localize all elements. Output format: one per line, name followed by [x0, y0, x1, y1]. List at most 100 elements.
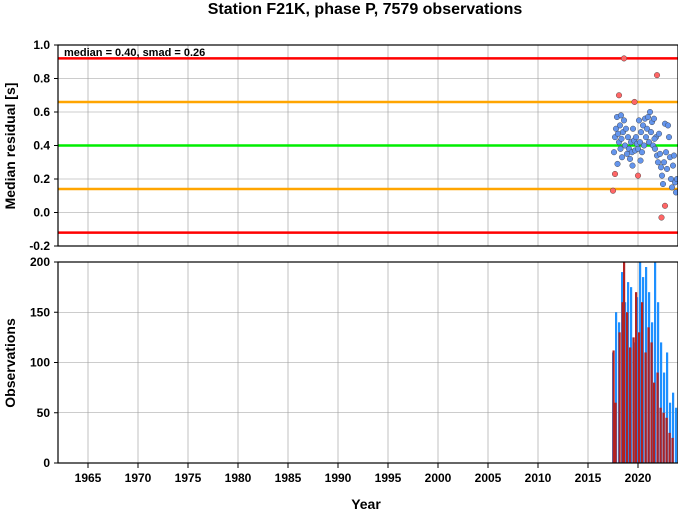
- observations-y-tick-label: 100: [30, 356, 50, 370]
- residual-point: [610, 187, 617, 194]
- residual-point: [648, 129, 655, 136]
- observation-bar: [671, 437, 674, 463]
- year-tick-label: 2005: [475, 471, 502, 485]
- observation-bar: [632, 337, 635, 463]
- observation-bar: [675, 407, 678, 463]
- observation-bar: [612, 350, 615, 463]
- residual-point: [633, 134, 640, 141]
- residual-point: [617, 145, 624, 152]
- observation-bar: [672, 392, 675, 463]
- residual-y-tick-label: 0.2: [33, 172, 50, 186]
- year-tick-label: 1975: [175, 471, 202, 485]
- observations-y-ticks: 0 50 100 150 200: [30, 255, 58, 470]
- residual-point: [673, 189, 678, 196]
- residual-y-tick-label: 0.0: [33, 206, 50, 220]
- year-tick-label: 1990: [325, 471, 352, 485]
- residual-point: [658, 164, 665, 171]
- observation-bar: [621, 302, 624, 463]
- residual-point: [611, 149, 618, 156]
- residual-point: [618, 135, 625, 142]
- residual-y-tick-label: 1.0: [33, 38, 50, 52]
- observations-panel: 0 50 100 150 200 1965 1970 1975 1980 1985 1990 199…: [2, 255, 678, 511]
- observation-bar: [644, 352, 647, 463]
- residual-point: [623, 125, 630, 132]
- year-tick-label: 1970: [125, 471, 152, 485]
- observations-y-tick-label: 50: [37, 406, 51, 420]
- residual-point: [666, 134, 673, 141]
- residual-point: [655, 159, 662, 166]
- residual-reference-lines: [58, 57, 678, 234]
- year-tick-label: 2010: [525, 471, 552, 485]
- observation-bar: [653, 382, 656, 463]
- residual-panel: median = 0.40, smad = 0.26 -0.2 0.0 0.2 0.4…: [2, 38, 678, 253]
- residual-point: [674, 176, 678, 182]
- residual-point: [635, 145, 642, 152]
- residual-point: [622, 142, 629, 149]
- observation-bar: [662, 412, 665, 463]
- year-tick-label: 1980: [225, 471, 252, 485]
- observation-bar: [629, 347, 632, 463]
- residual-point: [654, 72, 661, 79]
- observation-bar: [665, 417, 668, 463]
- observation-bar: [635, 292, 638, 463]
- residual-y-ticks: -0.2 0.0 0.2 0.4 0.6 0.8 1.0: [29, 38, 58, 253]
- residual-point: [669, 184, 676, 191]
- residual-point: [630, 125, 637, 132]
- observation-bar: [666, 352, 669, 463]
- residual-point: [639, 149, 646, 156]
- residual-point: [656, 130, 663, 137]
- observation-bar: [659, 407, 662, 463]
- observation-bar: [618, 332, 621, 463]
- residual-point: [631, 98, 638, 105]
- observations-y-tick-label: 0: [43, 456, 50, 470]
- observation-bar: [654, 262, 657, 463]
- observation-bar: [638, 332, 641, 463]
- residual-point: [612, 170, 619, 177]
- residual-point: [644, 125, 651, 132]
- residual-point: [616, 92, 623, 99]
- residual-y-tick-label: 0.8: [33, 72, 50, 86]
- residual-point: [661, 159, 668, 166]
- residual-point: [668, 175, 675, 182]
- year-x-ticks: 1965 1970 1975 1980 1985 1990 1995 2000 2005 2010…: [75, 463, 652, 485]
- residual-point: [614, 160, 621, 167]
- residual-point: [638, 129, 645, 136]
- observation-bar: [668, 432, 671, 463]
- observations-y-axis-label: Observations: [2, 318, 18, 408]
- observation-bar: [614, 402, 617, 463]
- observations-y-tick-label: 200: [30, 255, 50, 269]
- residual-point: [659, 172, 666, 179]
- residual-point: [619, 154, 626, 161]
- residual-point: [621, 55, 628, 62]
- residual-y-axis-label: Median residual [s]: [2, 83, 18, 210]
- year-tick-label: 1965: [75, 471, 102, 485]
- year-tick-label: 1995: [375, 471, 402, 485]
- observation-bar: [623, 262, 626, 463]
- residual-point: [665, 122, 672, 129]
- residual-point: [651, 115, 658, 122]
- residual-point: [660, 181, 667, 188]
- residual-point: [625, 134, 632, 141]
- observation-bar: [626, 312, 629, 463]
- observation-bar: [660, 342, 663, 463]
- residual-point: [621, 117, 628, 124]
- observations-bars: [612, 262, 678, 463]
- residual-point: [617, 122, 624, 129]
- year-x-axis-label: Year: [351, 496, 381, 511]
- year-tick-label: 1985: [275, 471, 302, 485]
- residual-y-tick-label: 0.4: [33, 139, 50, 153]
- observations-y-tick-label: 150: [30, 305, 50, 319]
- residual-point: [670, 162, 677, 169]
- residual-point: [664, 165, 671, 172]
- residual-point: [618, 112, 625, 119]
- residual-point: [647, 108, 654, 115]
- residual-point: [635, 172, 642, 179]
- residual-point: [658, 214, 665, 221]
- residual-point: [615, 130, 622, 137]
- residual-stats-annotation: median = 0.40, smad = 0.26: [64, 47, 205, 59]
- chart-title: Station F21K, phase P, 7579 observations: [208, 1, 523, 18]
- observation-bar: [647, 327, 650, 463]
- observation-bar: [641, 302, 644, 463]
- residual-point: [629, 162, 636, 169]
